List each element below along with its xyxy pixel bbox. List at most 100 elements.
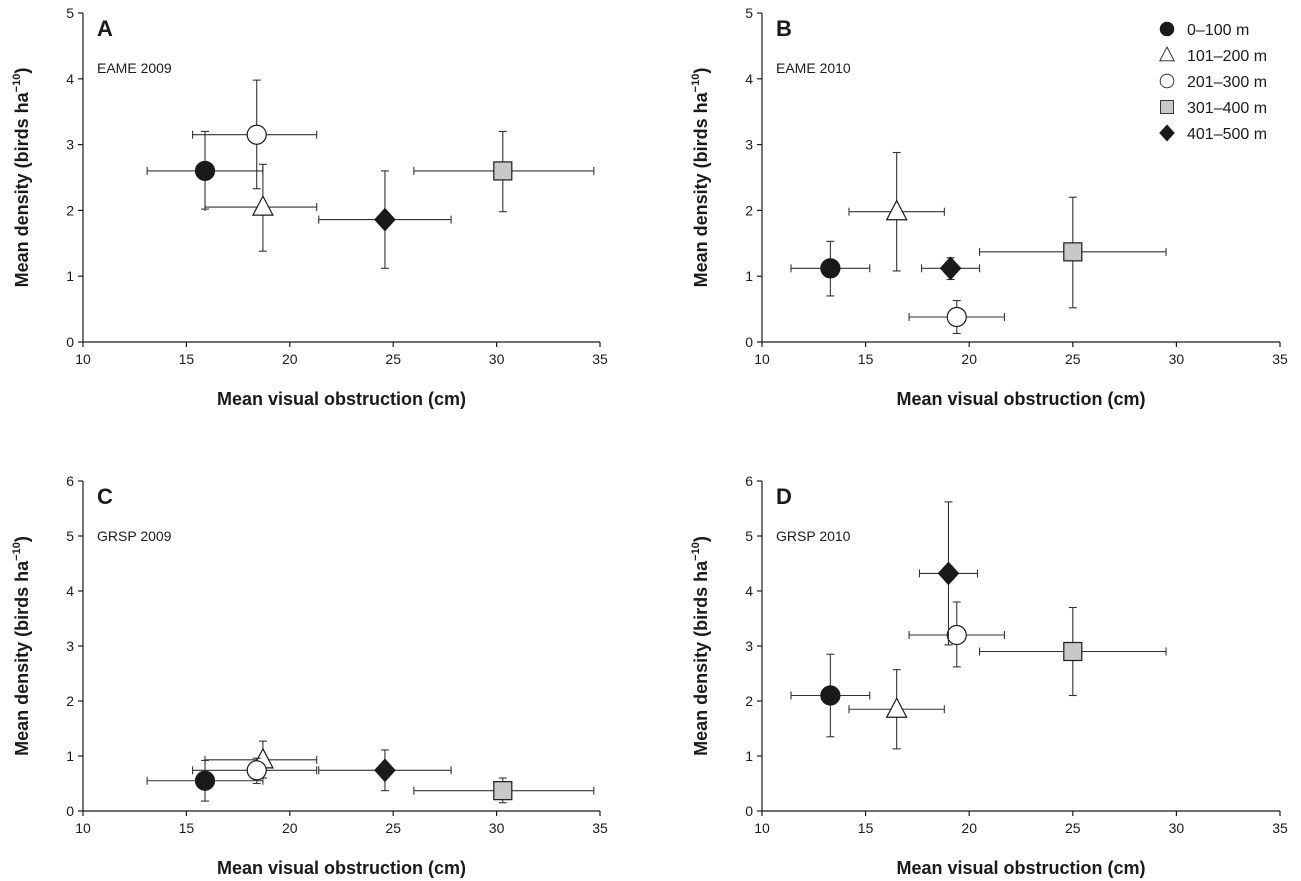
y-axis-label: Mean density (birds ha−10): [690, 68, 711, 288]
panel-a: 0 1 2 3 4 5 10 15 20 25 30 35 A EAME 2009 Mean visual …: [11, 5, 608, 409]
x-tick-label: 25: [1065, 351, 1081, 367]
x-tick-label: 20: [282, 351, 298, 367]
y-tick-label: 5: [66, 528, 74, 544]
x-tick-label: 10: [75, 351, 91, 367]
data-point-grey-square: [493, 161, 513, 181]
legend-marker-open-triangle: [1159, 46, 1175, 62]
legend-icon-open-triangle: [1159, 46, 1175, 62]
x-tick-label: 15: [858, 820, 874, 836]
y-tick-label: 3: [66, 137, 74, 153]
x-axis-label: Mean visual obstruction (cm): [896, 858, 1145, 878]
y-tick-label: 1: [745, 748, 753, 764]
legend: 0–100 m 101–200 m 201–300 m 301–400 m 401–50…: [1159, 21, 1267, 143]
x-tick-label: 35: [1272, 351, 1288, 367]
y-axis-label-close: ): [691, 68, 711, 74]
x-tick-label: 15: [858, 351, 874, 367]
y-axis-label-main: Mean density (birds ha: [12, 91, 32, 287]
y-axis-label-superscript: −10: [690, 74, 702, 93]
y-axis-label-superscript: −10: [11, 74, 23, 93]
data-point-open-circle: [246, 124, 267, 145]
y-tick-label: 6: [745, 473, 753, 489]
legend-marker-filled-diamond: [1159, 124, 1175, 142]
series-open-triangle: [848, 669, 945, 750]
x-tick-label: 20: [961, 820, 977, 836]
panel-letter: A: [97, 16, 113, 41]
y-axis-label-main: Mean density (birds ha: [691, 560, 711, 756]
x-axis-label: Mean visual obstruction (cm): [896, 389, 1145, 409]
series-open-triangle: [204, 163, 318, 252]
legend-icon-filled-circle: [1159, 21, 1175, 37]
x-tick-label: 15: [179, 351, 195, 367]
y-tick-label: 6: [66, 473, 74, 489]
y-axis-label-superscript: −10: [690, 542, 702, 561]
y-tick-label: 5: [745, 5, 753, 21]
panel-label: EAME 2009: [97, 60, 172, 76]
data-point-grey-square: [1063, 242, 1083, 262]
series-open-circle: [908, 299, 1005, 334]
x-tick-label: 10: [75, 820, 91, 836]
y-tick-label: 0: [66, 334, 74, 350]
data-point-open-triangle: [885, 696, 908, 718]
panel-b: 0 1 2 3 4 5 10 15 20 25 30 35 B EAME 2010 Mean visual …: [690, 5, 1288, 409]
y-tick-label: 1: [66, 748, 74, 764]
x-tick-label: 20: [282, 820, 298, 836]
y-tick-label: 3: [745, 638, 753, 654]
y-axis-label-superscript: −10: [11, 542, 23, 561]
data-point-grey-square: [1063, 641, 1083, 662]
y-axis-label-close: ): [12, 68, 32, 74]
series-grey-square: [413, 777, 595, 804]
data-point-filled-diamond: [374, 758, 396, 783]
y-tick-label: 4: [745, 583, 753, 599]
y-tick-label: 4: [745, 71, 753, 87]
data-point-open-triangle: [251, 194, 274, 216]
data-point-filled-diamond: [939, 256, 962, 281]
series-grey-square: [413, 130, 595, 213]
panel-letter: B: [776, 16, 792, 41]
legend-marker-open-circle: [1159, 73, 1175, 89]
series-open-triangle: [848, 151, 945, 272]
data-point-open-triangle: [885, 199, 908, 221]
panel-label: EAME 2010: [776, 60, 851, 76]
data-point-open-circle: [946, 306, 967, 328]
y-tick-label: 2: [66, 202, 74, 218]
y-tick-label: 2: [66, 693, 74, 709]
x-tick-label: 35: [592, 820, 608, 836]
y-tick-label: 0: [745, 334, 753, 350]
x-tick-label: 20: [961, 351, 977, 367]
y-axis-label: Mean density (birds ha−10): [690, 536, 711, 756]
legend-label: 401–500 m: [1187, 126, 1267, 143]
y-axis-label-close: ): [12, 536, 32, 542]
y-axis-label: Mean density (birds ha−10): [11, 68, 32, 288]
data-point-open-circle: [946, 624, 967, 646]
data-point-filled-diamond: [937, 561, 960, 586]
x-tick-label: 25: [385, 351, 401, 367]
panel-label: GRSP 2010: [776, 528, 851, 544]
x-tick-label: 30: [489, 820, 505, 836]
y-tick-label: 0: [745, 803, 753, 819]
y-tick-label: 3: [745, 137, 753, 153]
data-point-filled-circle: [820, 258, 841, 279]
x-tick-label: 35: [1272, 820, 1288, 836]
legend-icon-grey-square: [1160, 100, 1174, 114]
x-tick-label: 30: [1169, 351, 1185, 367]
x-tick-label: 30: [1169, 820, 1185, 836]
data-point-filled-circle: [194, 770, 216, 791]
series-filled-circle: [790, 653, 871, 738]
series-open-circle: [192, 757, 318, 785]
x-axis-label: Mean visual obstruction (cm): [217, 389, 466, 409]
x-tick-label: 25: [1065, 820, 1081, 836]
series-grey-square: [979, 196, 1167, 309]
x-tick-label: 10: [754, 820, 770, 836]
panel-label: GRSP 2009: [97, 528, 172, 544]
panel-letter: D: [776, 484, 792, 509]
y-tick-label: 2: [745, 693, 753, 709]
x-tick-label: 15: [179, 820, 195, 836]
series-filled-circle: [146, 130, 264, 210]
y-tick-label: 0: [66, 803, 74, 819]
series-filled-diamond: [920, 256, 981, 281]
legend-label: 101–200 m: [1187, 48, 1267, 65]
panel-c: 0 1 2 3 4 5 6 10 15 20 25 30 35 C GRSP 2009 Mean visual…: [11, 473, 608, 878]
legend-label: 301–400 m: [1187, 100, 1267, 117]
x-tick-label: 10: [754, 351, 770, 367]
